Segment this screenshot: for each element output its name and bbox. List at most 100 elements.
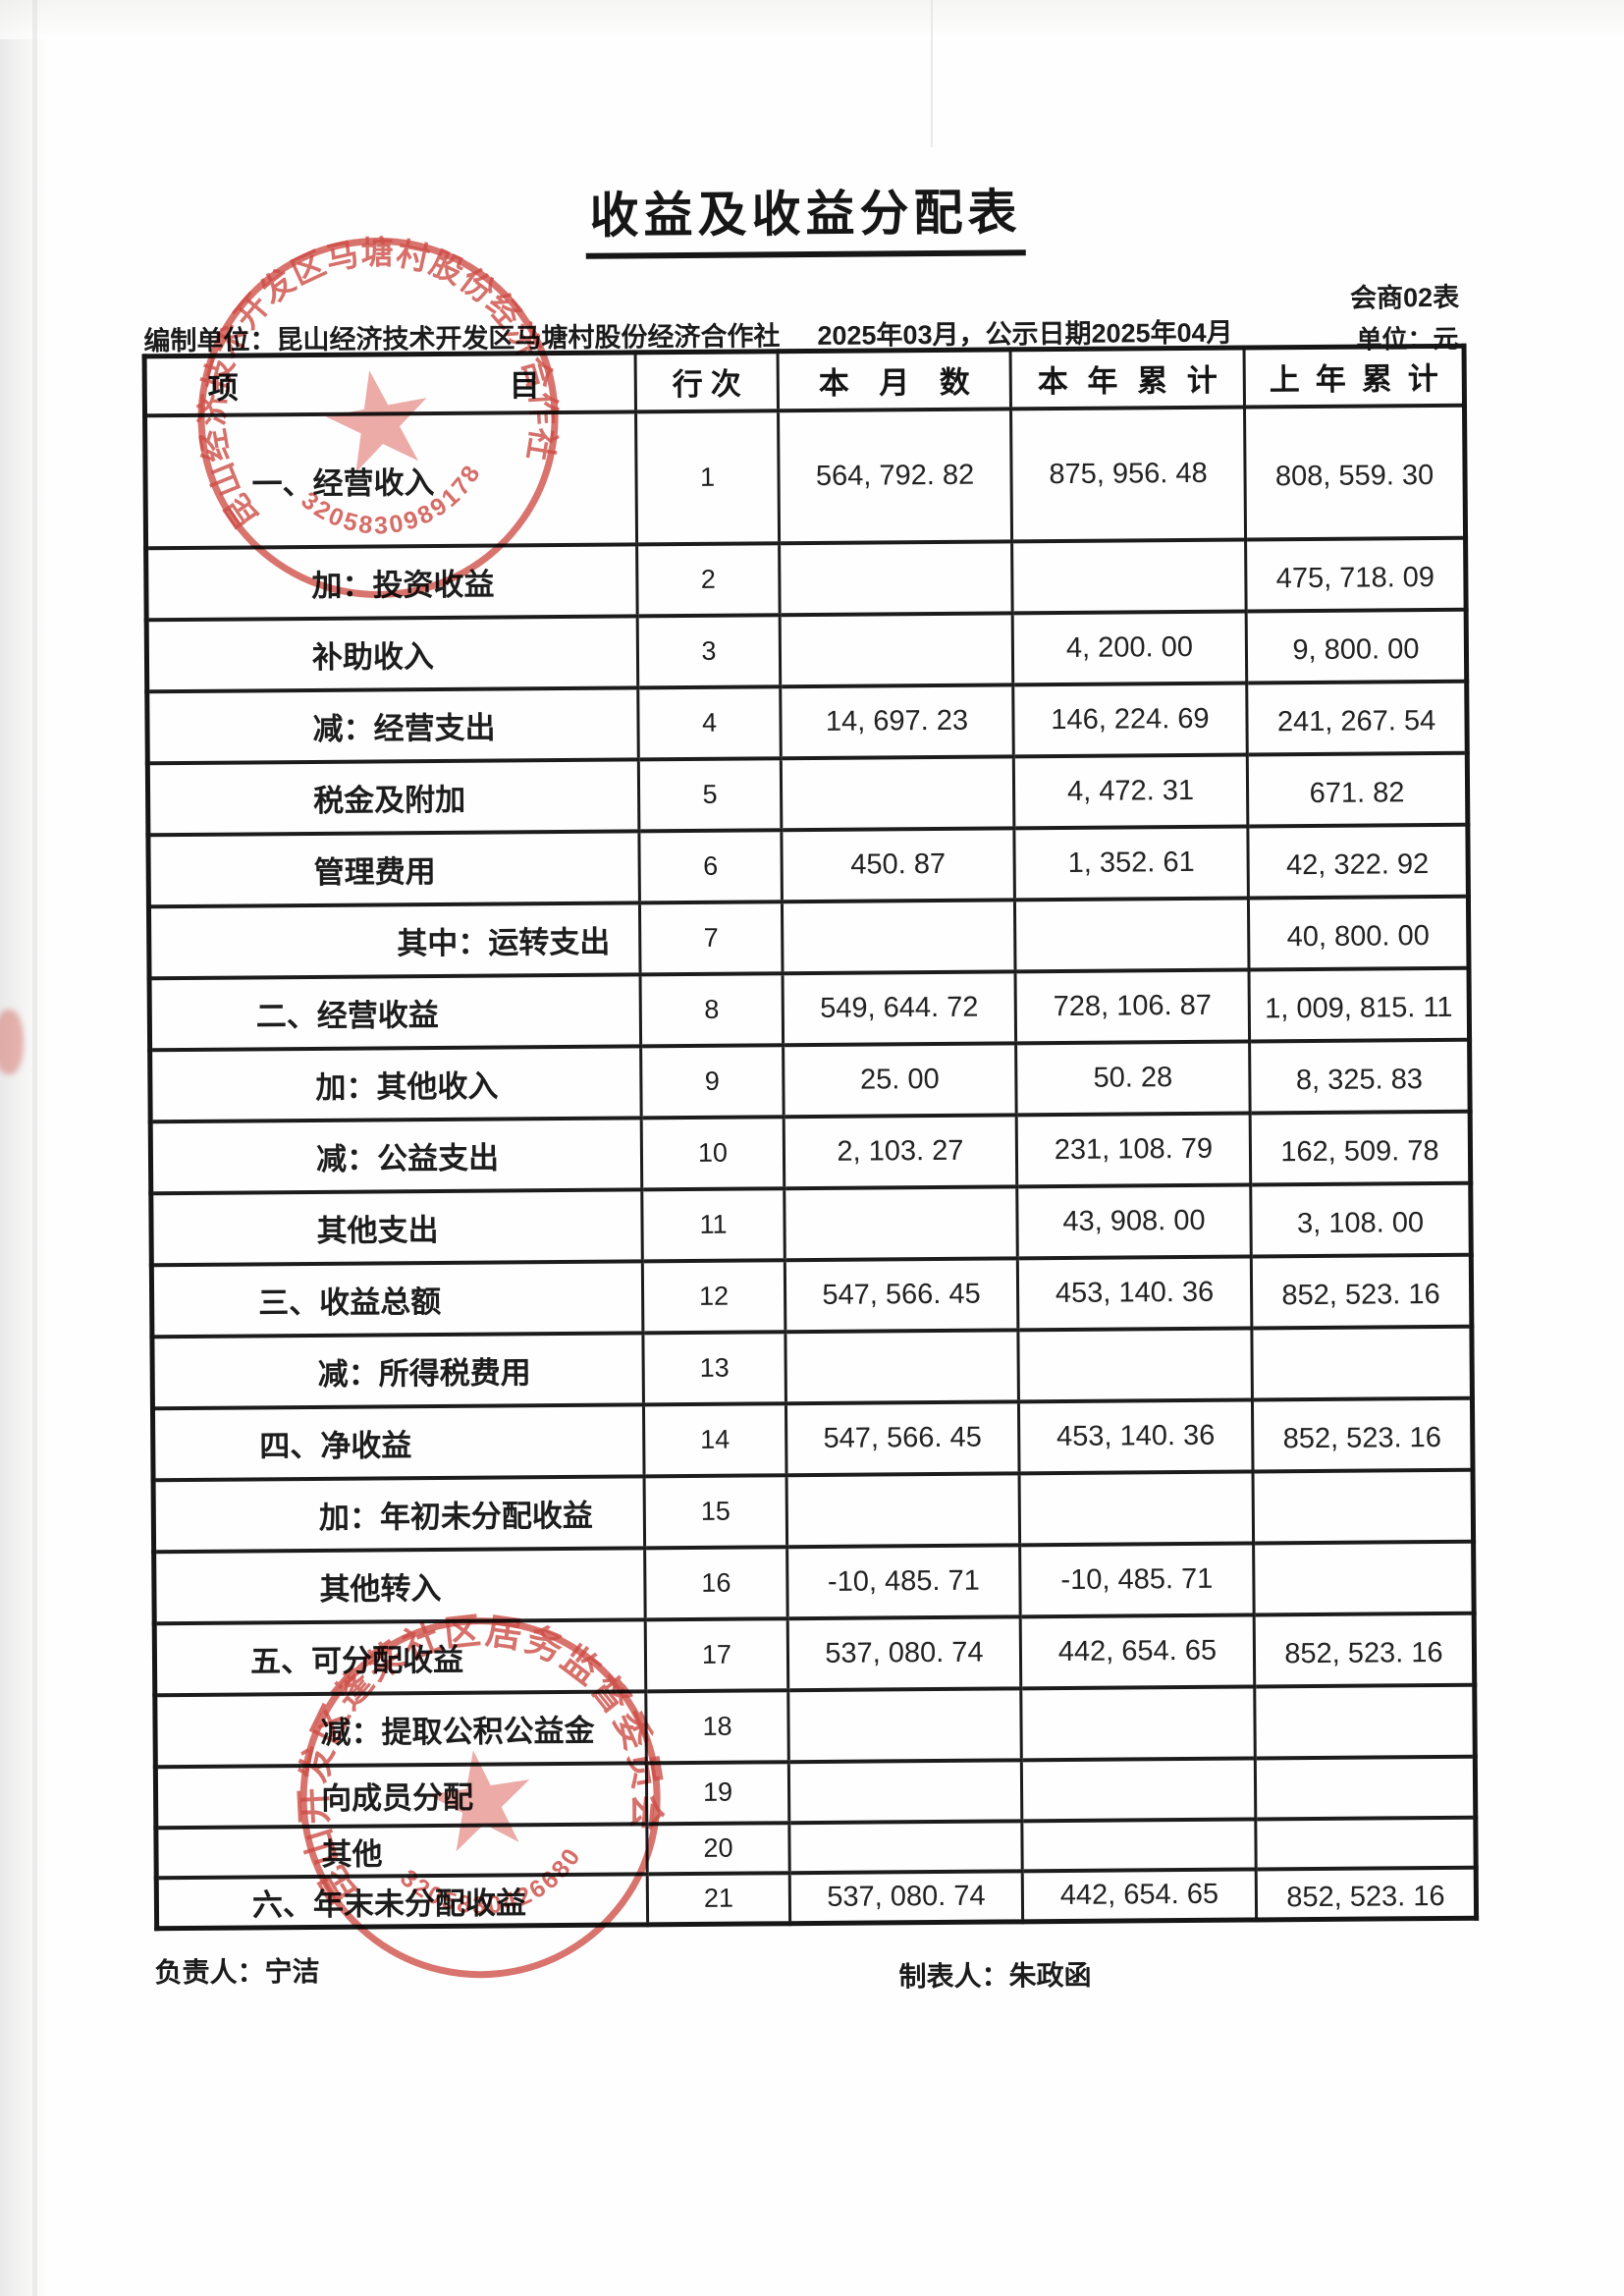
current-month-cell [779,540,1013,615]
item-cell: 五、可分配收益 [154,1618,646,1695]
item-cell: 四、净收益 [152,1403,645,1480]
current-month-cell: 549, 644. 72 [783,970,1016,1045]
year-cumulative-cell [1017,1327,1253,1401]
year-cumulative-cell: 453, 140. 36 [1017,1255,1252,1330]
table-row: 五、可分配收益 17 537, 080. 74 442, 654. 65 852… [154,1613,1475,1695]
item-cell: 减：提取公积公益金 [154,1690,647,1767]
table-row: 加：其他收入 9 25. 00 50. 28 8, 325. 83 [149,1039,1471,1121]
table-row: 其中：运转支出 7 40, 800. 00 [148,896,1469,978]
prev-year-cumulative-cell: 40, 800. 00 [1248,896,1469,970]
col-header-row-no: 行次 [635,351,779,411]
page-title: 收益及收益分配表 [585,173,1026,259]
year-cumulative-cell: 875, 956. 48 [1010,407,1246,541]
year-cumulative-cell [1014,898,1250,971]
item-cell: 一、经营收入 [144,410,637,548]
table-row: 六、年末未分配收益 21 537, 080. 74 442, 654. 65 8… [156,1867,1477,1929]
prev-year-cumulative-cell: 852, 523. 16 [1256,1867,1477,1920]
current-month-cell [780,612,1013,686]
row-number-cell: 8 [640,972,784,1046]
col-header-ytd: 本年累计 [1010,348,1245,409]
table-preparer-label: 制表人：朱政函 [898,1959,1092,1993]
prev-year-cumulative-cell: 9, 800. 00 [1246,609,1467,683]
table-row: 加：年初未分配收益 15 [153,1469,1474,1552]
table-row: 加：投资收益 2 475, 718. 09 [145,537,1467,620]
year-cumulative-cell: 146, 224. 69 [1012,683,1248,756]
row-number-cell: 15 [644,1474,787,1548]
ink-smudge [0,1010,24,1074]
current-month-cell [788,1820,1023,1873]
row-number-cell: 14 [643,1402,787,1476]
row-number-cell: 12 [642,1259,785,1333]
table-row: 四、净收益 14 547, 566. 45 453, 140. 36 852, … [152,1397,1474,1480]
prev-year-cumulative-cell: 42, 322. 92 [1247,824,1469,899]
table-header-row: 项目 行次 本月数 本年累计 上年累计 [144,346,1465,415]
row-number-cell: 11 [641,1187,785,1261]
row-number-cell: 17 [645,1617,788,1691]
prev-year-cumulative-cell: 852, 523. 16 [1251,1254,1472,1328]
responsible-person-label: 负责人：宁洁 [154,1955,320,1989]
col-header-month: 本月数 [778,349,1011,410]
form-code-label: 会商02表 [1349,282,1460,313]
table-row: 三、收益总额 12 547, 566. 45 453, 140. 36 852,… [151,1254,1472,1337]
prev-year-cumulative-cell: 3, 108. 00 [1250,1182,1472,1256]
current-month-cell: 537, 080. 74 [789,1870,1023,1924]
table-row: 向成员分配 19 [155,1756,1476,1828]
row-number-cell: 19 [646,1761,789,1824]
col-header-prev-year: 上年累计 [1244,346,1465,408]
prev-year-cumulative-cell: 162, 509. 78 [1250,1111,1471,1184]
prev-year-cumulative-cell [1253,1541,1475,1614]
table-row: 减：经营支出 4 14, 697. 23 146, 224. 69 241, 2… [146,681,1468,763]
current-month-cell: 450. 87 [781,827,1015,902]
year-cumulative-cell [1021,1818,1257,1871]
current-month-cell [788,1759,1022,1823]
row-number-cell: 9 [640,1044,785,1118]
item-cell: 向成员分配 [155,1762,647,1828]
current-month-cell: 564, 792. 82 [778,408,1012,543]
current-month-cell [786,1472,1020,1547]
item-cell: 管理费用 [147,830,640,906]
item-cell: 加：投资收益 [145,543,638,620]
item-cell: 加：其他收入 [149,1045,642,1121]
row-number-cell: 5 [638,757,782,831]
table-row: 减：所得税费用 13 [151,1326,1473,1408]
table-row: 其他转入 16 -10, 485. 71 -10, 485. 71 [153,1541,1475,1623]
row-number-cell: 16 [644,1546,788,1619]
row-number-cell: 6 [638,829,783,902]
year-cumulative-cell: 1, 352. 61 [1013,826,1249,900]
current-month-cell: 547, 566. 45 [785,1257,1018,1332]
item-cell: 减：所得税费用 [151,1332,644,1408]
item-cell: 补助收入 [146,615,638,691]
current-month-cell: -10, 485. 71 [786,1544,1021,1618]
prev-year-cumulative-cell: 852, 523. 16 [1254,1613,1475,1686]
current-month-cell [784,1185,1018,1260]
prev-year-cumulative-cell: 241, 267. 54 [1246,681,1468,755]
item-cell: 税金及附加 [147,758,639,835]
item-cell: 其他 [155,1823,648,1878]
table-body: 一、经营收入 1 564, 792. 82 875, 956. 48 808, … [144,405,1477,1929]
prev-year-cumulative-cell: 8, 325. 83 [1249,1039,1471,1113]
row-number-cell: 21 [647,1872,790,1925]
year-cumulative-cell: 231, 108. 79 [1016,1112,1251,1186]
table-row: 一、经营收入 1 564, 792. 82 875, 956. 48 808, … [144,405,1466,548]
current-month-cell [782,899,1016,973]
row-number-cell: 7 [639,901,784,974]
row-number-cell: 13 [642,1331,786,1404]
income-distribution-table: 项目 行次 本月数 本年累计 上年累计 一、经营收入 1 564, 792. 8… [141,343,1480,1931]
year-cumulative-cell: 50. 28 [1015,1041,1251,1115]
row-number-cell: 20 [646,1822,790,1874]
title-row: 收益及收益分配表 [0,169,1618,264]
prev-year-cumulative-cell: 852, 523. 16 [1252,1397,1474,1471]
year-cumulative-cell [1019,1470,1254,1545]
scan-top-shading [0,0,1624,39]
table-row: 二、经营收益 8 549, 644. 72 728, 106. 87 1, 00… [149,967,1470,1050]
table-row: 补助收入 3 4, 200. 00 9, 800. 00 [146,609,1467,691]
item-cell: 其他支出 [150,1188,643,1265]
current-month-cell [787,1687,1022,1762]
prev-year-cumulative-cell [1255,1817,1477,1869]
year-cumulative-cell: 442, 654. 65 [1022,1868,1257,1922]
prev-year-cumulative-cell: 475, 718. 09 [1245,537,1467,612]
current-month-cell [781,755,1014,830]
item-cell: 减：公益支出 [150,1117,642,1193]
year-cumulative-cell: 728, 106. 87 [1015,969,1250,1043]
year-cumulative-cell: -10, 485. 71 [1019,1542,1255,1616]
